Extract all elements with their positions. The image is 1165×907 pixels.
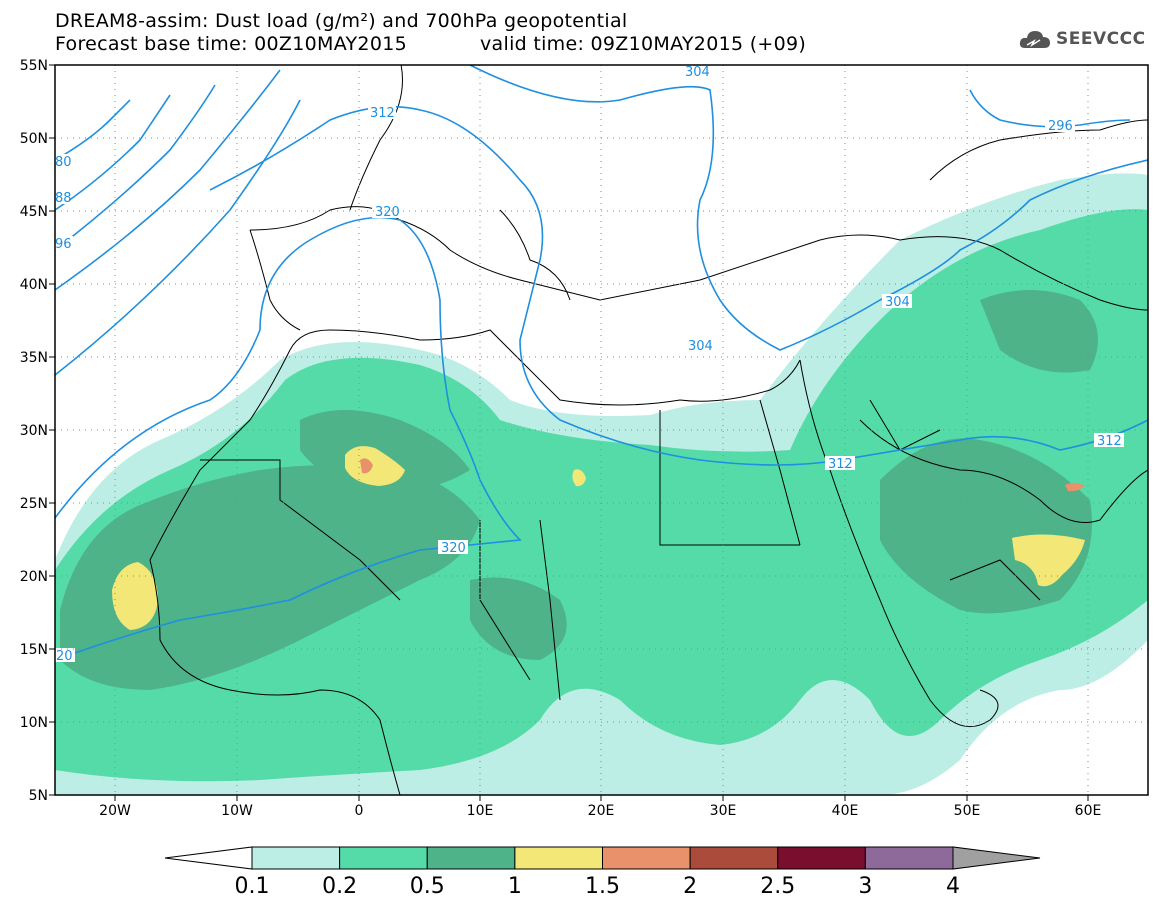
dust-region-02	[55, 209, 1148, 782]
colorbar: 0.1 0.2 0.5 1 1.5 2 2.5 3 4	[164, 846, 1041, 899]
dust-region-1c	[572, 469, 586, 487]
lon-label: 60E	[1075, 803, 1102, 819]
colorbar-label: 0.2	[322, 874, 357, 899]
colorbar-label: 3	[858, 874, 872, 899]
contour-label: 320	[375, 205, 400, 220]
colorbar-label: 2.5	[760, 874, 795, 899]
contour-label: 304	[885, 295, 910, 310]
contour-label: 320	[441, 541, 466, 556]
colorbar-box	[251, 846, 341, 870]
contour-label: 296	[1048, 119, 1073, 134]
colorbar-left-arrow	[164, 846, 253, 870]
lat-label: 10N	[20, 715, 48, 731]
contour-label: 20	[56, 649, 73, 664]
lat-label: 15N	[20, 642, 48, 658]
colorbar-box	[864, 846, 954, 870]
dust-region-1b	[345, 446, 405, 486]
dust-region-05c	[470, 577, 567, 660]
colorbar-label: 4	[946, 874, 960, 899]
lon-label: 30E	[710, 803, 737, 819]
lon-label: 0	[355, 803, 364, 819]
contour-label: 312	[1097, 434, 1122, 449]
coastlines	[149, 65, 1148, 795]
lat-label: 5N	[29, 788, 48, 804]
lat-label: 55N	[20, 58, 48, 74]
dust-region-15a	[360, 458, 373, 474]
dust-region-05b	[300, 410, 470, 491]
colorbar-label: 2	[683, 874, 697, 899]
contour-80	[55, 99, 131, 161]
lon-label: 40E	[832, 803, 859, 819]
colorbar-box	[777, 846, 866, 870]
lon-axis: 20W 10W 0 10E 20E 30E 40E 50E 60E	[99, 803, 1101, 819]
forecast-base-time: Forecast base time: 00Z10MAY2015	[55, 33, 407, 55]
dust-region-15b	[1065, 482, 1085, 492]
dust-region-05e	[980, 290, 1098, 373]
contour-88	[55, 94, 171, 211]
colorbar-box	[514, 846, 603, 870]
lon-label: 10E	[467, 803, 494, 819]
lat-label: 35N	[20, 350, 48, 366]
contour-label: 80	[55, 155, 72, 170]
colorbar-label: 1.5	[585, 874, 620, 899]
colorbar-label: 0.1	[235, 874, 270, 899]
contour-296	[969, 89, 1131, 128]
map-title: DREAM8-assim: Dust load (g/m²) and 700hP…	[55, 10, 628, 32]
contour-96	[55, 84, 216, 251]
lon-label: 50E	[954, 803, 981, 819]
colorbar-right-arrow	[952, 846, 1041, 870]
contour-320	[55, 216, 522, 661]
contour-labels: 304 312 320 296 304 304 312 312 320 80 8…	[55, 65, 1124, 664]
gridlines	[55, 65, 1148, 795]
contour-label: 88	[55, 191, 72, 206]
lat-label: 50N	[20, 131, 48, 147]
logo-text: SEEVCCC	[1056, 29, 1146, 49]
geopotential-contours	[55, 65, 1148, 661]
colorbar-box	[339, 846, 428, 870]
colorbar-box	[689, 846, 779, 870]
contour-304	[469, 65, 1148, 351]
contour-label: 96	[55, 237, 72, 252]
lon-label: 20W	[99, 803, 131, 819]
lat-axis: 55N 50N 45N 40N 35N 30N 25N 20N 15N 10N …	[20, 58, 48, 804]
dust-region-1d	[1012, 534, 1085, 587]
contour-label: 312	[828, 457, 853, 472]
contour-outer2	[55, 99, 301, 376]
colorbar-box	[602, 846, 691, 870]
lon-label: 10W	[221, 803, 253, 819]
seevccc-logo: SEEVCCC	[1018, 26, 1146, 52]
lat-label: 40N	[20, 277, 48, 293]
dust-region-1a	[112, 562, 158, 630]
lat-label: 25N	[20, 496, 48, 512]
contour-label: 312	[370, 106, 395, 121]
contour-outer	[55, 69, 281, 291]
axis-ticks	[49, 64, 1089, 801]
contour-label: 304	[688, 339, 713, 354]
contour-label: 304	[685, 65, 710, 80]
lat-label: 20N	[20, 569, 48, 585]
cloud-logo-icon	[1019, 31, 1050, 48]
lat-label: 30N	[20, 423, 48, 439]
colorbar-box	[426, 846, 516, 870]
valid-time: valid time: 09Z10MAY2015 (+09)	[480, 33, 807, 55]
colorbar-label: 1	[508, 874, 522, 899]
dust-region-05a	[60, 465, 480, 690]
contour-312	[209, 105, 1148, 466]
lat-label: 45N	[20, 204, 48, 220]
colorbar-label: 0.5	[410, 874, 445, 899]
lon-label: 20E	[588, 803, 615, 819]
